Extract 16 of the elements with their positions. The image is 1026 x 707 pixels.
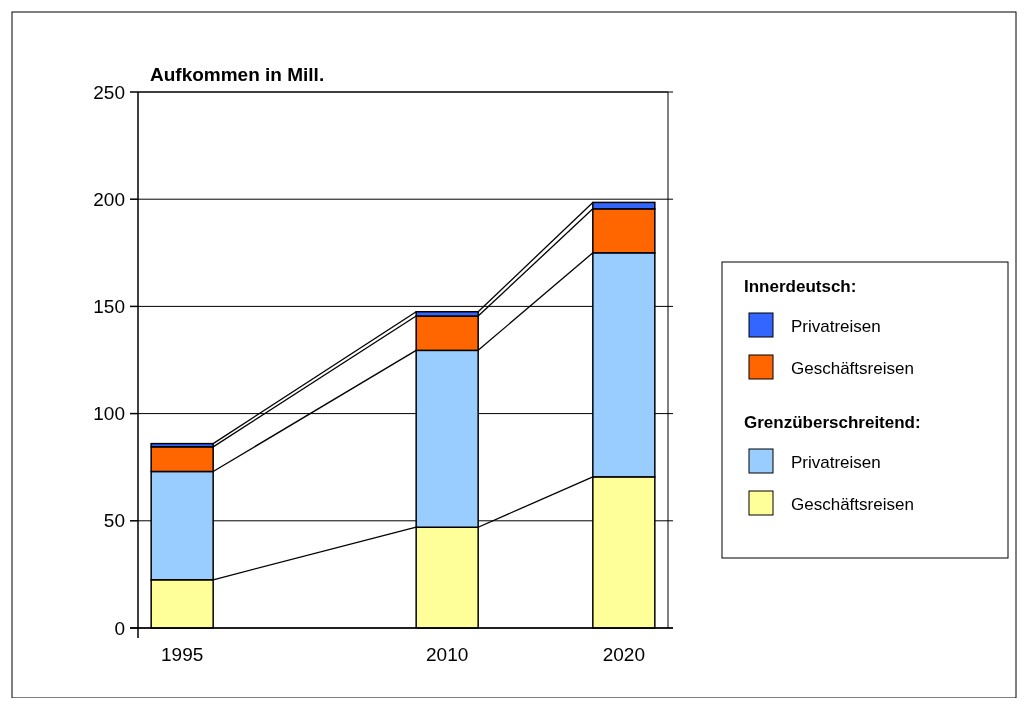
- x-tick-label: 2010: [426, 644, 469, 665]
- text: Innerdeutsch:: [744, 277, 857, 296]
- legend-label: Geschäftsreisen: [791, 495, 914, 514]
- legend-label: Privatreisen: [791, 453, 881, 472]
- x-tick-label: 1995: [161, 644, 204, 665]
- y-tick-label: 0: [114, 617, 125, 639]
- y-tick-label: 250: [93, 81, 125, 103]
- y-tick-label: 200: [93, 188, 125, 210]
- y-tick-label: 50: [103, 510, 125, 532]
- legend-label: Geschäftsreisen: [791, 359, 914, 378]
- y-tick-label: 100: [93, 403, 125, 425]
- text: Grenzüberschreitend:: [744, 413, 921, 432]
- x-tick-label: 2020: [602, 644, 645, 665]
- y-axis-title: Aufkommen in Mill.: [150, 64, 325, 85]
- legend-label: Privatreisen: [791, 317, 881, 336]
- y-tick-label: 150: [93, 296, 125, 318]
